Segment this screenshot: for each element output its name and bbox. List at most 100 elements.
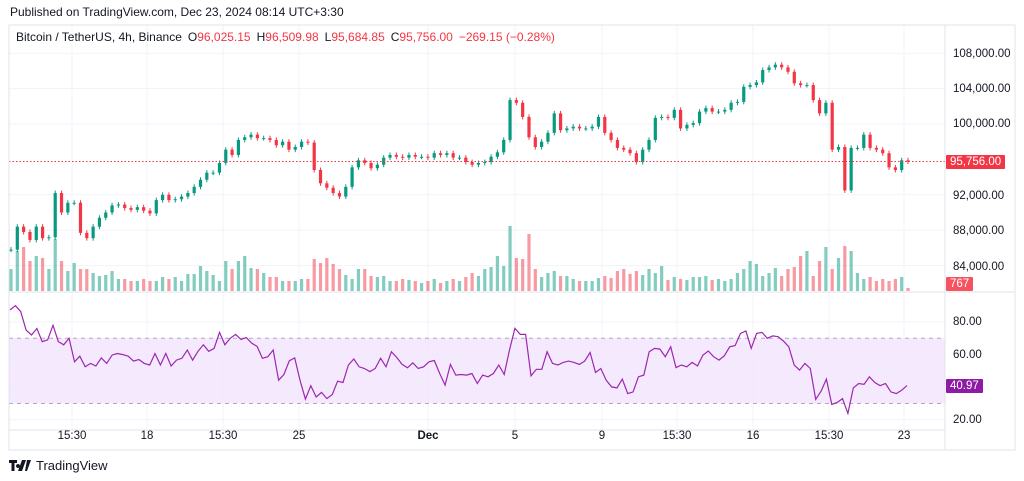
candle — [805, 85, 809, 87]
candle — [742, 86, 746, 102]
candle — [780, 64, 784, 68]
volume-bar — [325, 258, 329, 291]
volume-bar — [811, 276, 815, 291]
volume-bar — [565, 276, 569, 291]
candle — [129, 208, 133, 210]
volume-bar — [161, 277, 165, 291]
low-value: 95,684.85 — [331, 30, 385, 44]
volume-bar — [438, 283, 443, 291]
candle — [356, 160, 361, 168]
rsi-tick: 80.00 — [953, 316, 982, 328]
published-note: Published on TradingView.com, Dec 23, 20… — [10, 5, 344, 19]
volume-bar — [521, 259, 525, 291]
volume-bar — [660, 266, 664, 291]
candles — [9, 62, 910, 253]
volume-bar — [331, 264, 335, 291]
volume-bar — [716, 279, 721, 291]
time-tick: 15:30 — [814, 430, 844, 442]
volume-bar — [874, 281, 879, 291]
candle — [388, 154, 392, 158]
volume-tag: 767 — [946, 277, 974, 291]
candle — [874, 147, 879, 150]
volume-bar — [198, 266, 203, 291]
candle — [123, 204, 127, 209]
volume-bar — [85, 269, 89, 291]
volume-bar — [533, 269, 537, 291]
volume-bar — [116, 279, 120, 291]
candle — [527, 116, 531, 138]
candle — [47, 237, 51, 239]
volume-bar — [647, 269, 651, 291]
volume-bar — [489, 267, 493, 291]
candle — [849, 147, 853, 191]
candle — [375, 164, 379, 169]
volume-bars — [9, 226, 910, 291]
volume-bar — [805, 251, 809, 291]
volume-bar — [344, 275, 348, 291]
candle — [22, 226, 26, 232]
price-tick: 84,000.00 — [953, 261, 1005, 273]
volume-bar — [887, 281, 891, 291]
candle — [161, 194, 165, 201]
volume-bar — [426, 281, 430, 291]
candle — [558, 113, 563, 131]
rsi-tick: 60.00 — [953, 349, 982, 361]
candle — [312, 142, 316, 171]
volume-bar — [862, 279, 866, 291]
candle — [53, 193, 57, 238]
volume-bar — [142, 279, 146, 291]
volume-bar — [596, 278, 601, 291]
candle — [369, 162, 373, 169]
chart-border — [8, 24, 1016, 451]
candle — [495, 152, 500, 157]
volume-bar — [508, 226, 512, 291]
candle — [337, 193, 342, 197]
volume-bar — [735, 273, 740, 291]
volume-bar — [678, 279, 683, 291]
candle — [685, 124, 689, 129]
candle — [59, 193, 64, 213]
candle — [786, 67, 790, 72]
candle — [205, 172, 209, 180]
symbol-legend: Bitcoin / TetherUS, 4h, Binance O96,025.… — [16, 30, 555, 44]
tradingview-logo[interactable]: TradingView — [9, 458, 108, 473]
volume-bar — [123, 279, 127, 291]
candle — [110, 205, 114, 213]
candle — [634, 153, 638, 163]
candle — [230, 149, 234, 155]
volume-bar — [53, 239, 57, 291]
candle — [173, 199, 177, 201]
volume-bar — [571, 279, 575, 291]
volume-bar — [262, 273, 266, 291]
candle — [363, 160, 367, 163]
candle — [419, 156, 424, 158]
candle — [262, 138, 266, 140]
candle — [148, 210, 152, 214]
candle — [445, 153, 449, 155]
volume-bar — [211, 275, 215, 291]
time-tick: 15:30 — [57, 430, 87, 442]
rsi-value-tag: 40.97 — [946, 379, 983, 393]
candle — [691, 123, 695, 125]
volume-bar — [110, 271, 114, 291]
volume-bar — [401, 279, 405, 291]
candle — [704, 108, 708, 112]
volume-bar — [369, 276, 373, 291]
candle — [299, 141, 304, 148]
chart-frame — [8, 24, 1016, 451]
symbol-name[interactable]: Bitcoin / TetherUS, 4h, Binance — [16, 30, 182, 44]
volume-bar — [419, 283, 424, 291]
candle — [236, 139, 241, 155]
candle — [9, 249, 13, 251]
volume-bar — [306, 279, 310, 291]
candle — [660, 116, 664, 118]
high-value: 96,509.98 — [265, 30, 319, 44]
candle — [135, 207, 139, 210]
candle — [243, 137, 247, 140]
tradingview-logo-icon — [9, 459, 31, 471]
time-tick: Dec — [417, 430, 439, 442]
volume-bar — [318, 263, 323, 291]
candle — [735, 101, 740, 103]
candle — [432, 153, 436, 158]
